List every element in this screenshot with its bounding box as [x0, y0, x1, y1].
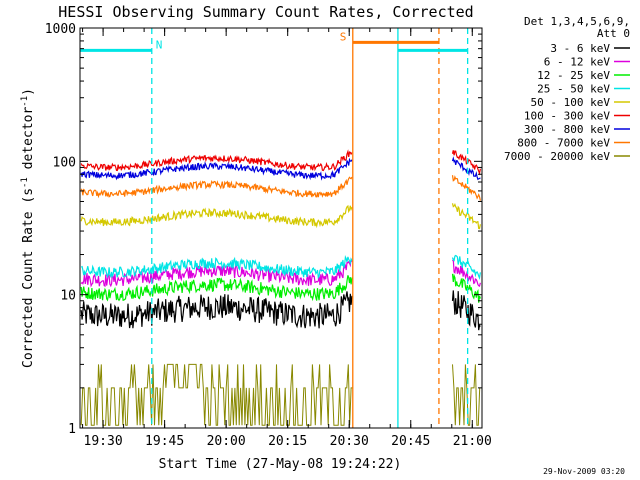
series-line-9-segment-1	[80, 363, 353, 426]
x-tick-label-2: 19:45	[145, 434, 184, 449]
legend-label-7: 300 - 800 keV	[524, 123, 610, 136]
series-line-6-segment-1	[80, 149, 353, 172]
x-tick-label-6: 20:45	[391, 434, 430, 449]
x-tick-label-7: 21:00	[453, 434, 492, 449]
series-line-4-segment-1	[80, 254, 353, 280]
generated-timestamp: 29-Nov-2009 03:20	[543, 467, 625, 476]
series-line-7-segment-2	[451, 156, 481, 181]
series-line-4-segment-2	[451, 254, 481, 281]
series-line-8-segment-2	[451, 175, 481, 201]
series-layer	[80, 149, 481, 426]
series-line-7-segment-1	[80, 157, 353, 181]
y-tick-label-3: 100	[53, 155, 76, 170]
legend-label-9: 7000 - 20000 keV	[504, 150, 610, 163]
series-line-1-segment-2	[451, 290, 481, 331]
legend-label-2: 6 - 12 keV	[544, 56, 611, 69]
legend-label-6: 100 - 300 keV	[524, 110, 610, 123]
chart-title: HESSI Observing Summary Count Rates, Cor…	[58, 3, 473, 21]
x-tick-label-5: 20:30	[330, 434, 369, 449]
x-tick-label-3: 20:00	[207, 434, 246, 449]
legend-label-8: 800 - 7000 keV	[517, 137, 610, 150]
series-line-2-segment-2	[452, 258, 481, 287]
series-line-3-segment-2	[451, 273, 481, 303]
y-tick-label-4: 1000	[45, 22, 76, 37]
y-tick-label-2: 10	[60, 289, 76, 304]
series-line-6-segment-2	[451, 150, 481, 176]
x-axis-label: Start Time (27-May-08 19:24:22)	[159, 457, 402, 472]
plot-frame	[79, 27, 483, 429]
event-label-s: S	[340, 30, 347, 43]
series-line-8-segment-1	[80, 176, 353, 199]
x-tick-label-4: 20:15	[268, 434, 307, 449]
legend-label-3: 12 - 25 keV	[537, 69, 610, 82]
series-line-1-segment-1	[80, 291, 353, 329]
x-tick-label-1: 19:30	[84, 434, 123, 449]
series-line-5-segment-2	[451, 203, 481, 230]
legend-label-1: 3 - 6 keV	[550, 42, 610, 55]
legend-label-4: 25 - 50 keV	[537, 83, 610, 96]
axis-layer: 19:30 19:45 20:00 20:15 20:30 20:45 21:00 1 10 10…	[45, 22, 492, 449]
y-axis-label: Corrected Count Rate (s-1 detector-1)	[20, 88, 36, 368]
series-line-3-segment-1	[80, 275, 353, 302]
series-line-9-segment-2	[452, 364, 481, 426]
marker-layer: NS	[80, 28, 469, 428]
y-tick-label-1: 1	[68, 422, 76, 437]
event-label-n: N	[156, 38, 163, 51]
legend-header-line-1: Det 1,3,4,5,6,9,	[524, 15, 630, 28]
legend-label-5: 50 - 100 keV	[531, 96, 611, 109]
series-line-5-segment-1	[80, 204, 353, 229]
legend-header-line-2: Att 0	[597, 27, 630, 40]
